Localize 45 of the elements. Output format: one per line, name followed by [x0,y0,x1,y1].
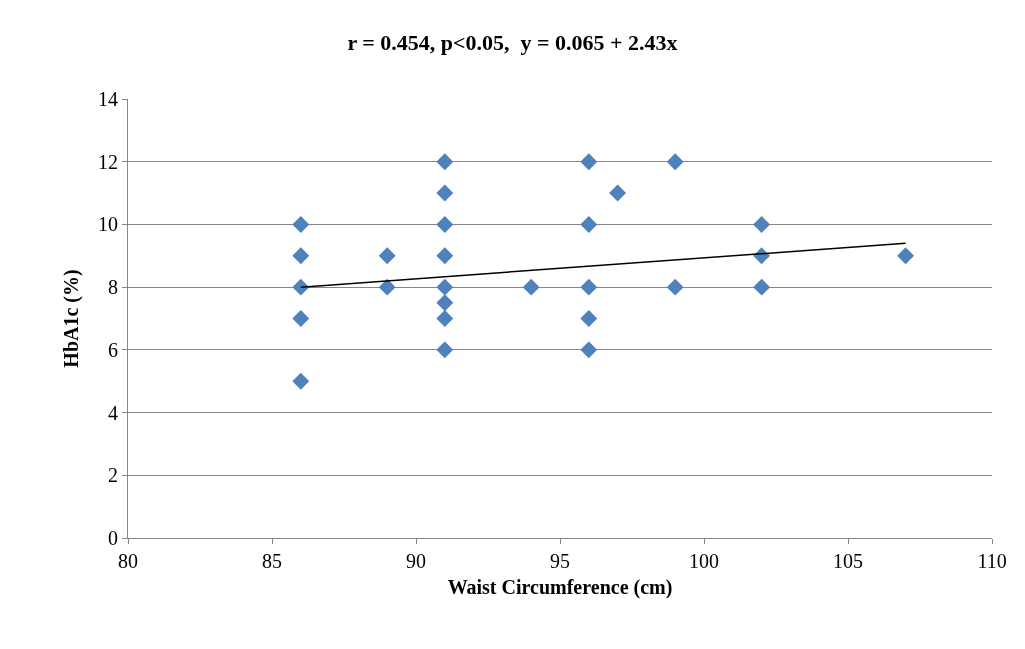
point [436,294,454,312]
point [666,278,684,296]
point [436,184,454,202]
point [666,153,684,171]
point [436,215,454,233]
point [378,278,396,296]
point [378,247,396,265]
point [580,341,598,359]
point [897,247,915,265]
y-tick-label: 8 [108,276,118,299]
point [609,184,627,202]
x-tick-label: 110 [977,550,1007,572]
y-axis-title: HbA1c (%) [59,269,83,368]
y-tick-label: 12 [98,150,118,173]
y-tick-label: 4 [108,401,118,424]
point [580,153,598,171]
y-tick-label: 6 [108,338,118,361]
point [436,247,454,265]
x-axis-title: Waist Circumference (cm) [447,575,673,599]
point [436,341,454,359]
point [436,278,454,296]
point [753,278,771,296]
point [580,215,598,233]
point [292,310,310,327]
chart-title: r = 0.454, p<0.05, y = 0.065 + 2.43x [347,29,678,55]
point [436,153,454,171]
x-tick-label: 80 [118,550,138,572]
y-tick-label: 2 [108,464,118,487]
point [580,278,598,296]
point [436,310,454,327]
x-tick-label: 95 [550,550,570,572]
point [292,372,310,390]
point [522,278,540,296]
x-tick-label: 85 [262,550,282,572]
point [580,310,598,327]
point [753,215,771,233]
y-tick-label: 14 [98,88,118,110]
x-tick-label: 90 [406,550,426,572]
y-tick-label: 10 [98,213,118,236]
point [292,215,310,233]
point [292,247,310,265]
x-tick-label: 105 [833,550,863,572]
y-tick-label: 0 [108,527,118,549]
point [292,278,310,296]
x-tick-label: 100 [689,550,719,572]
